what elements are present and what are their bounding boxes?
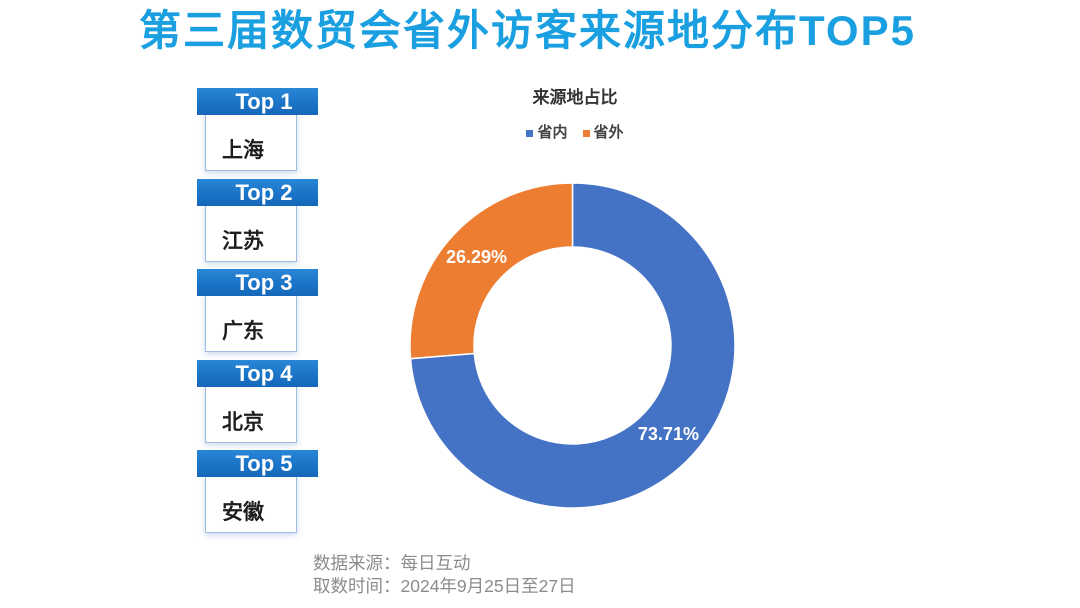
donut-slice-in-province xyxy=(409,182,736,509)
page-title: 第三届数贸会省外访客来源地分布TOP5 xyxy=(139,7,916,54)
legend-label-in-province: 省内 xyxy=(537,124,568,141)
rank-card: Top 3 广东 xyxy=(197,269,318,360)
legend-item-in-province: 省内 xyxy=(526,123,568,143)
data-label-in-province: 73.71% xyxy=(638,424,699,444)
chart-legend: 省内 省外 xyxy=(450,123,700,143)
rank-city: 江苏 xyxy=(205,203,297,262)
rank-card: Top 4 北京 xyxy=(197,359,318,451)
legend-marker-out-of-province xyxy=(582,129,590,137)
data-source-note: 数据来源：每日互动 xyxy=(313,553,471,573)
rank-city: 安徽 xyxy=(205,475,297,533)
rank-city: 广东 xyxy=(205,294,297,352)
rank-tab: Top 3 xyxy=(197,269,318,296)
rank-tab: Top 2 xyxy=(197,178,318,206)
rank-tab: Top 5 xyxy=(197,450,318,477)
donut-slice-out-of-province xyxy=(409,182,574,360)
ranking-list: Top 1 上海 Top 2 江苏 Top 3 广东 Top 4 北京 Top … xyxy=(197,88,318,541)
rank-card: Top 5 安徽 xyxy=(197,450,318,541)
chart-title: 来源地占比 xyxy=(532,88,618,107)
footer-notes: 数据来源：每日互动 取数时间：2024年9月25日至27日 xyxy=(313,552,576,598)
rank-tab: Top 4 xyxy=(197,359,318,387)
donut-chart: 73.71% 26.29% xyxy=(409,182,736,509)
rank-city: 北京 xyxy=(205,384,297,443)
legend-marker-in-province xyxy=(526,129,534,137)
rank-tab: Top 1 xyxy=(197,88,318,115)
data-label-out-of-province: 26.29% xyxy=(446,247,507,267)
rank-city: 上海 xyxy=(205,113,297,171)
rank-card: Top 1 上海 xyxy=(197,88,318,179)
legend-item-out-of-province: 省外 xyxy=(582,123,624,143)
data-period-note: 取数时间：2024年9月25日至27日 xyxy=(313,576,576,596)
legend-label-out-of-province: 省外 xyxy=(593,124,624,141)
rank-card: Top 2 江苏 xyxy=(197,178,318,270)
